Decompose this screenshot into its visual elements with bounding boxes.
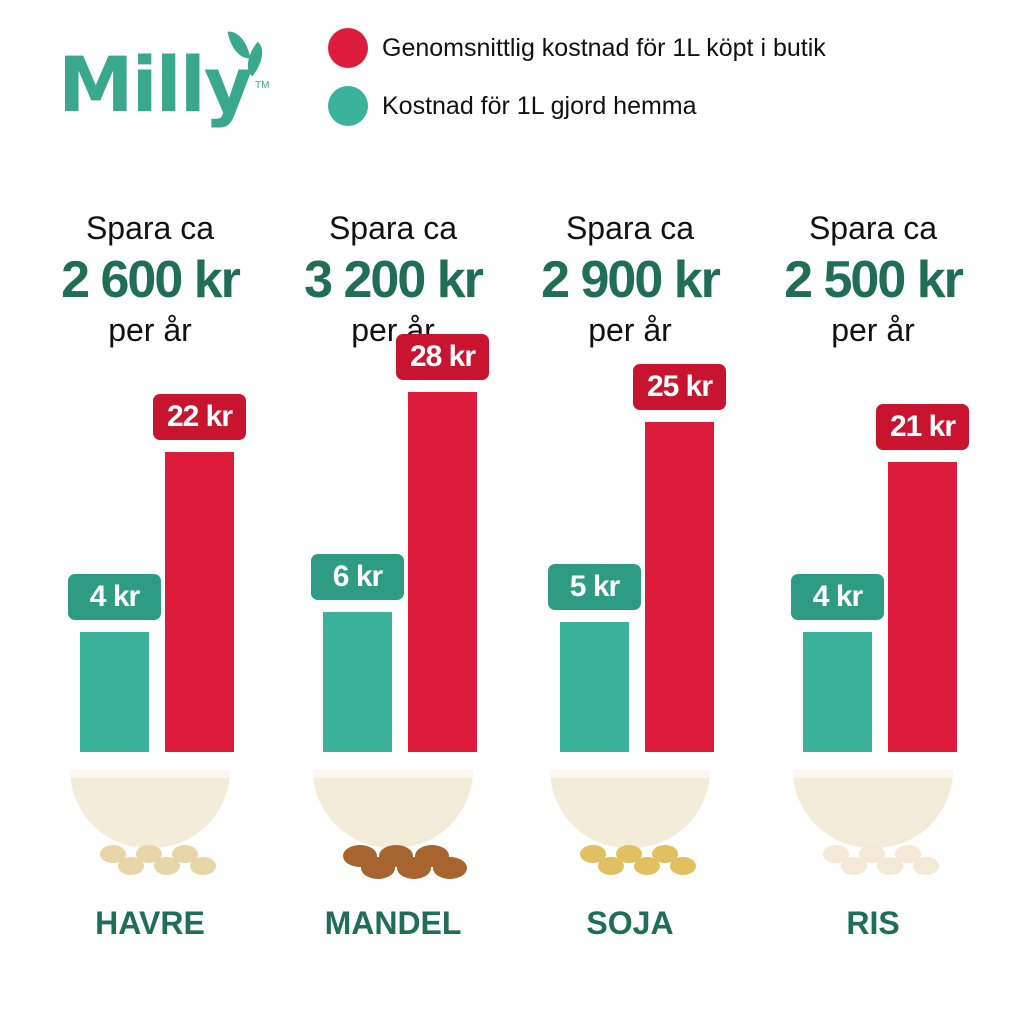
category-label: MANDEL — [324, 905, 462, 941]
legend-item-home: Kostnad för 1L gjord hemma — [328, 86, 697, 126]
milk-splash — [793, 770, 953, 848]
ingredient-piece — [616, 845, 642, 863]
home-cost-bar — [803, 632, 872, 752]
ingredient-piece — [136, 845, 162, 863]
ingredient-piece — [118, 857, 144, 875]
savings-suffix: per år — [588, 312, 672, 348]
home-cost-bar — [560, 622, 629, 752]
savings-amount: 2 500 kr — [784, 251, 964, 309]
savings-amount: 2 600 kr — [61, 251, 241, 309]
home-cost-label: 4 kr — [791, 574, 884, 620]
category-group-mandel: Spara ca 3 200 kr per år MANDEL 6 kr 28 kr — [273, 0, 513, 1024]
store-cost-bar — [165, 452, 234, 752]
teal-dot-icon — [328, 86, 368, 126]
logo: Milly — [58, 40, 253, 129]
ingredient-piece — [841, 857, 867, 875]
savings-prefix: Spara ca — [565, 210, 695, 246]
ingredient-piece — [859, 845, 885, 863]
category-label: SOJA — [586, 905, 674, 941]
ingredient-piece — [895, 845, 921, 863]
category-label: RIS — [846, 905, 900, 941]
home-cost-label: 5 kr — [548, 564, 641, 610]
milk-splash — [550, 770, 710, 848]
savings-suffix: per år — [108, 312, 192, 348]
savings-suffix: per år — [831, 312, 915, 348]
ingredient-piece — [652, 845, 678, 863]
red-dot-icon — [328, 28, 368, 68]
store-cost-bar — [645, 422, 714, 752]
ingredient-piece — [670, 857, 696, 875]
ingredient-piece — [433, 857, 467, 879]
legend-item-store: Genomsnittlig kostnad för 1L köpt i buti… — [328, 28, 826, 68]
store-cost-label: 21 kr — [876, 404, 969, 450]
ingredient-piece — [580, 845, 606, 863]
store-cost-bar — [888, 462, 957, 752]
category-group-soja: Spara ca 2 900 kr per år SOJA 5 kr 25 kr — [510, 0, 750, 1024]
home-cost-label: 6 kr — [311, 554, 404, 600]
ingredient-piece — [154, 857, 180, 875]
savings-prefix: Spara ca — [328, 210, 458, 246]
store-cost-label: 25 kr — [633, 364, 726, 410]
savings-prefix: Spara ca — [85, 210, 215, 246]
store-cost-label: 22 kr — [153, 394, 246, 440]
ingredient-piece — [190, 857, 216, 875]
home-cost-bar — [323, 612, 392, 752]
milk-splash — [70, 770, 230, 848]
legend-label: Kostnad för 1L gjord hemma — [382, 91, 697, 120]
milk-splash — [313, 770, 473, 848]
savings-amount: 3 200 kr — [304, 251, 484, 309]
store-cost-label: 28 kr — [396, 334, 489, 380]
trademark: TM — [255, 80, 270, 91]
category-label: HAVRE — [95, 905, 205, 941]
category-group-ris: Spara ca 2 500 kr per år RIS 4 kr 21 kr — [753, 0, 993, 1024]
home-cost-label: 4 kr — [68, 574, 161, 620]
savings-amount: 2 900 kr — [541, 251, 721, 309]
store-cost-bar — [408, 392, 477, 752]
ingredient-piece — [634, 857, 660, 875]
ingredient-piece — [100, 845, 126, 863]
ingredient-piece — [877, 857, 903, 875]
legend-label: Genomsnittlig kostnad för 1L köpt i buti… — [382, 33, 826, 62]
ingredient-piece — [823, 845, 849, 863]
ingredient-piece — [913, 857, 939, 875]
category-group-havre: Spara ca 2 600 kr per år HAVRE 4 kr 22 kr — [30, 0, 270, 1024]
home-cost-bar — [80, 632, 149, 752]
savings-prefix: Spara ca — [808, 210, 938, 246]
ingredient-piece — [172, 845, 198, 863]
ingredient-piece — [598, 857, 624, 875]
